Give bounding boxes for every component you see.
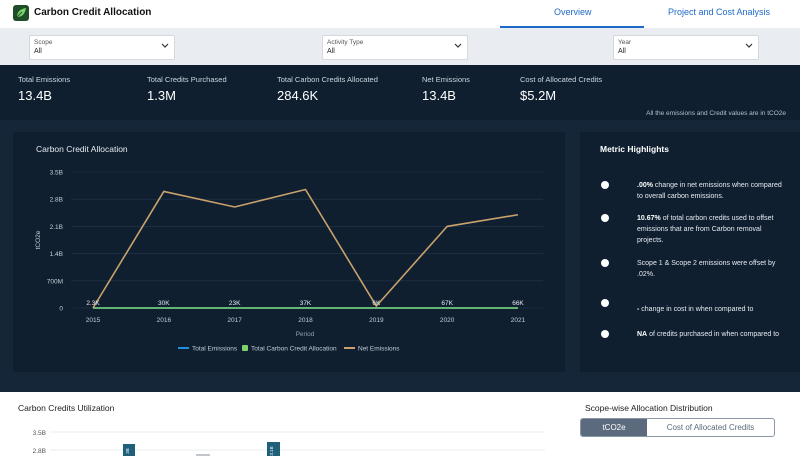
scope-filter-dropdown[interactable]: Scope All — [29, 35, 175, 60]
year-filter-dropdown[interactable]: Year All — [613, 35, 759, 60]
bullet-icon — [601, 330, 609, 338]
kpi-value: 284.6K — [277, 88, 319, 103]
activity-type-filter-value: All — [327, 48, 335, 55]
activity-type-filter-dropdown[interactable]: Activity Type All — [322, 35, 468, 60]
carbon-credits-utilization-chart: 3.5B 2.8B 3B 3.1B — [33, 430, 545, 456]
app-header: Carbon Credit Allocation Overview Projec… — [0, 0, 800, 28]
kpi-label: Total Carbon Credits Allocated — [277, 75, 378, 84]
activity-type-filter-label: Activity Type — [327, 39, 364, 46]
util-bar-label: 3B — [125, 448, 130, 454]
kpi-label: Total Emissions — [18, 75, 71, 84]
year-filter-value: All — [618, 48, 626, 55]
scope-filter-label: Scope — [34, 39, 53, 46]
year-filter-label: Year — [618, 39, 632, 46]
y-tick-label: 3.5B — [50, 170, 63, 177]
scope-wise-allocation-title: Scope-wise Allocation Distribution — [585, 403, 713, 413]
legend-label: Total Carbon Credit Allocation — [251, 346, 337, 353]
data-label: 37K — [300, 300, 312, 307]
y-tick-label: 700M — [47, 278, 63, 285]
kpi-cost-of-allocated-credits: Cost of Allocated Credits $5.2M — [520, 75, 602, 103]
kpi-label: Total Credits Purchased — [147, 75, 227, 84]
highlight-text: - change in cost in when compared to — [637, 306, 754, 313]
kpi-total-emissions: Total Emissions 13.4B — [18, 75, 70, 103]
legend-label: Total Emissions — [192, 346, 238, 353]
carbon-credits-utilization-title: Carbon Credits Utilization — [18, 403, 115, 413]
metric-highlights-title: Metric Highlights — [600, 144, 669, 154]
bullet-icon — [601, 181, 609, 189]
kpi-net-emissions: Net Emissions 13.4B — [422, 75, 470, 103]
active-tab-indicator — [500, 26, 644, 28]
tab-overview[interactable]: Overview — [554, 7, 592, 17]
carbon-credit-allocation-chart: 0 700M 1.4B 2.1B 2.8B 3.5B tCO2e 2015 2016 2017 20… — [35, 170, 543, 353]
x-tick-label: 2019 — [369, 317, 384, 324]
kpi-value: 13.4B — [422, 88, 456, 103]
x-tick-label: 2018 — [298, 317, 313, 324]
util-bar — [196, 454, 210, 456]
data-label: 6K — [372, 300, 381, 307]
kpi-value: 13.4B — [18, 88, 52, 103]
util-y-tick: 2.8B — [33, 448, 46, 455]
kpi-label: Net Emissions — [422, 75, 470, 84]
app-title: Carbon Credit Allocation — [34, 7, 152, 18]
allocation-metric-toggle: tCO2e Cost of Allocated Credits — [580, 418, 775, 437]
y-tick-label: 1.4B — [50, 251, 63, 258]
filter-bar: Scope All Activity Type All Year All — [0, 28, 800, 65]
chevron-down-icon — [745, 43, 753, 48]
x-tick-label: 2017 — [227, 317, 242, 324]
x-tick-label: 2020 — [440, 317, 455, 324]
kpi-total-credits-allocated: Total Carbon Credits Allocated 284.6K — [277, 75, 378, 103]
bullet-icon — [601, 299, 609, 307]
series-line-net-emissions — [92, 188, 519, 309]
carbon-credit-allocation-chart-card: Carbon Credit Allocation 0 700M 1.4B 2.1B 2.… — [13, 132, 565, 372]
data-label: 66K — [512, 300, 524, 307]
highlight-text: NA of credits purchased in when compared… — [637, 331, 780, 338]
legend-swatch — [242, 345, 248, 351]
y-tick-label: 0 — [59, 306, 63, 313]
toggle-cost-of-allocated-credits[interactable]: Cost of Allocated Credits — [666, 423, 755, 432]
util-bar — [123, 444, 135, 456]
tab-project-and-cost-analysis[interactable]: Project and Cost Analysis — [668, 7, 771, 17]
util-y-tick: 3.5B — [33, 430, 46, 437]
kpi-label: Cost of Allocated Credits — [520, 75, 603, 84]
x-tick-label: 2015 — [86, 317, 101, 324]
kpi-value: $5.2M — [520, 88, 557, 103]
bottom-section: Carbon Credits Utilization 3.5B 2.8B 3B … — [0, 392, 800, 456]
x-tick-label: 2016 — [157, 317, 172, 324]
y-axis-label: tCO2e — [35, 230, 42, 249]
data-label: 23K — [229, 300, 241, 307]
util-bar — [267, 442, 280, 456]
scope-filter-value: All — [34, 48, 42, 55]
data-label: 2.3K — [86, 300, 100, 307]
bullet-icon — [601, 214, 609, 222]
data-label: 30K — [158, 300, 170, 307]
util-bar-label: 3.1B — [269, 446, 274, 455]
kpi-total-credits-purchased: Total Credits Purchased 1.3M — [147, 75, 227, 103]
x-tick-label: 2021 — [511, 317, 526, 324]
leaf-logo-icon — [13, 5, 29, 21]
toggle-tco2e[interactable]: tCO2e — [581, 419, 647, 436]
highlight-text: 10.67% of total carbon credits used to o… — [637, 215, 774, 244]
y-tick-label: 2.1B — [50, 224, 63, 231]
x-axis-label: Period — [296, 331, 315, 338]
highlight-text: Scope 1 & Scope 2 emissions were offset … — [637, 260, 776, 278]
legend-label: Net Emissions — [358, 346, 400, 353]
chevron-down-icon — [161, 43, 169, 48]
y-tick-label: 2.8B — [50, 197, 63, 204]
bullet-icon — [601, 259, 609, 267]
units-note: All the emissions and Credit values are … — [646, 110, 786, 117]
metric-highlights-card: Metric Highlights .00% change in net emi… — [580, 132, 800, 372]
highlight-text: .00% change in net emissions when compar… — [637, 182, 782, 200]
kpi-strip: Total Emissions 13.4B Total Credits Purc… — [0, 65, 800, 120]
chevron-down-icon — [454, 43, 462, 48]
kpi-value: 1.3M — [147, 88, 176, 103]
data-label: 67K — [441, 300, 453, 307]
chart-title: Carbon Credit Allocation — [36, 144, 128, 154]
